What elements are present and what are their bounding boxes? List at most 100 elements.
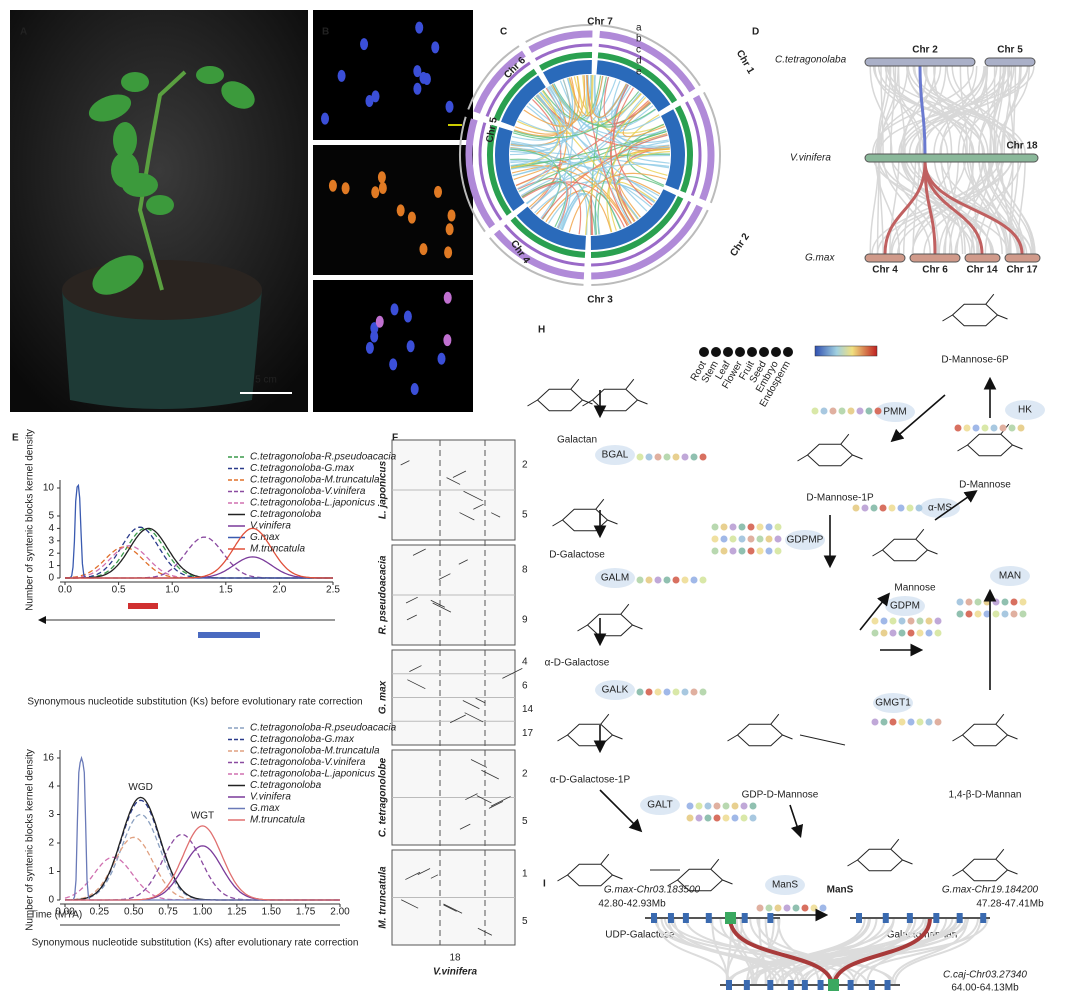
legend-label: M.truncatula [250,544,305,555]
expression-dot [756,535,764,543]
synteny-dot [459,512,475,521]
chromosome-bar [964,253,1001,263]
collinear-link [883,161,927,255]
synteny-dot [462,700,480,710]
expression-dot [916,629,924,637]
synteny-link [622,101,665,137]
expression-dot [915,504,923,512]
track-label: e [636,67,642,78]
circos-track [525,24,593,43]
x-tick-label: 0.25 [90,907,110,918]
x-tick-label: 1.25 [227,907,247,918]
expression-dot [965,610,973,618]
axis-label: Time (MYA) [30,910,82,921]
expression-dot [1019,610,1027,618]
y-tick-label: 2 [48,548,54,559]
expression-dot [774,547,782,555]
expression-dot [889,718,897,726]
enzyme-label: BGAL [602,450,629,461]
synteny-link [851,917,940,986]
expression-dot [829,407,837,415]
synteny-link [672,917,784,986]
gene [847,980,854,990]
expression-dot [801,904,809,912]
circos-track [510,216,586,258]
circos-track [516,206,587,250]
stem [137,70,187,291]
gene [743,980,750,990]
metabolite-label: α-D-Galactose [545,658,610,669]
circos-track [501,75,546,127]
expression-dot [774,523,782,531]
x-tick-label: 1.5 [219,585,233,596]
expression-dot [916,617,924,625]
synteny-link [587,75,669,143]
synteny-link [521,181,568,228]
synteny-dot [490,796,511,807]
circos-track [590,189,677,250]
expression-dot [974,610,982,618]
molecule [797,433,863,467]
circos-track [543,60,592,85]
molecule [667,858,733,892]
y-tick-label: 16 [43,753,55,764]
expression-dot [749,802,757,810]
label: 64.00-64.13Mb [951,983,1019,991]
expression-dot [654,688,662,696]
expression-dot [699,688,707,696]
expression-dot [690,576,698,584]
synteny-dot [400,460,410,466]
ortholog-link [832,917,932,986]
legend-label: C.tetragonoloba-V.vinifera [250,757,366,768]
x-tick-label: 0.00 [55,907,75,918]
panel-label: F [392,433,398,444]
synteny-dot [477,927,493,936]
gene [787,980,794,990]
micrograph [313,10,473,140]
expression-dot [686,814,694,822]
legend-label: C.tetragonoloba-L.japonicus [250,498,375,509]
expression-dot [722,814,730,822]
ortholog-link [728,917,834,986]
expression-dot [792,904,800,912]
expression-dot [916,718,924,726]
pot [62,290,262,409]
chromosome-spot [444,246,453,259]
expression-dot [897,504,905,512]
synteny-dot [409,665,422,672]
expression-dot [999,424,1007,432]
gene [868,980,875,990]
synteny-link [613,84,661,131]
enzyme-label: GALT [647,800,672,811]
expression-dot [740,814,748,822]
chromosome-spot [370,322,379,335]
expression-dot [992,610,1000,618]
molecule [527,378,593,412]
expression-dot [1010,598,1018,606]
annotation: WGD [128,782,152,793]
expression-dot [956,598,964,606]
expression-dot [672,688,680,696]
synteny-link [511,166,568,229]
enzyme-bubble [875,402,915,422]
circos-track [504,224,585,267]
expression-dot [861,504,869,512]
gene [801,980,808,990]
track-label: b [636,34,642,45]
molecule [727,713,793,747]
synteny-dot [443,903,463,914]
molecule [577,603,643,637]
species-label: R. pseudoacacia [378,555,389,634]
synteny-link [613,84,653,206]
x-tick-label: 2.0 [272,585,286,596]
synteny-dot [459,823,471,830]
enzyme-label: HK [1018,405,1032,416]
synteny-link [618,178,661,218]
legend-label: V.vinifera [250,521,291,532]
chromosome-spot [413,82,422,95]
metabolite-label: 1,4-β-D-Mannan [948,790,1021,801]
synteny-link [739,917,805,986]
expression-dot [720,535,728,543]
molecule [952,848,1018,882]
